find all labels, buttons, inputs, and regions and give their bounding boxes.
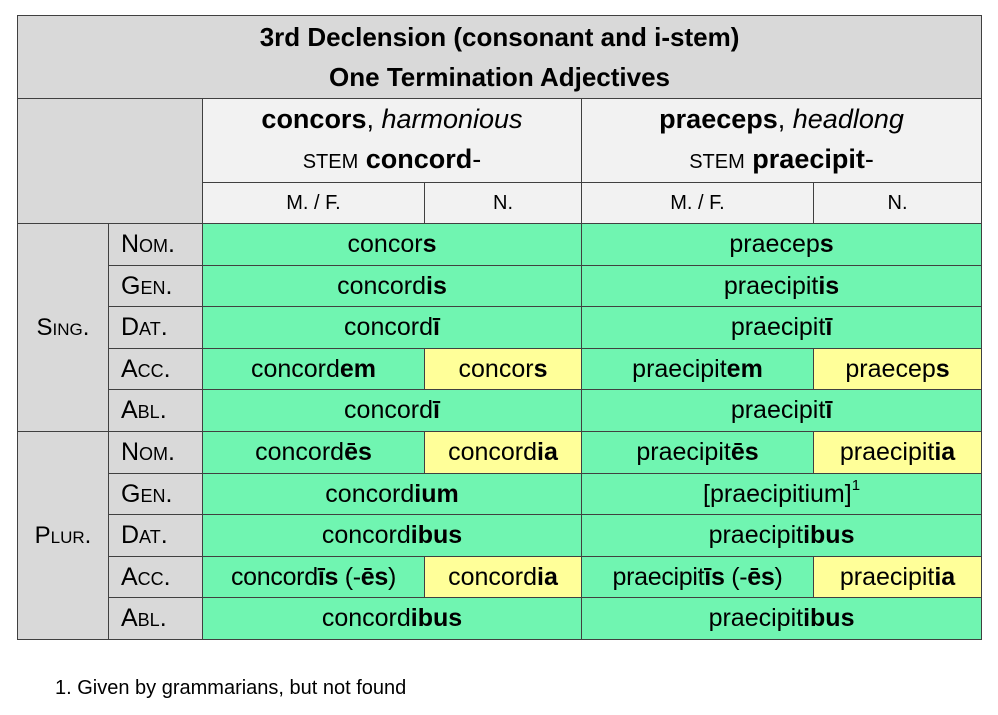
form-cell-neuter: praecipitia — [812, 431, 983, 474]
stem-label: stem — [689, 151, 745, 173]
case-label-nominative: Nom. — [108, 223, 203, 266]
form-cell-neuter: concordia — [424, 431, 582, 474]
case-label-accusative: Acc. — [108, 348, 203, 390]
case-label-genitive: Gen. — [108, 265, 203, 307]
word-header-concors: concors, harmonious stem concord- — [202, 98, 582, 183]
gender-header-mf: m. / f. — [202, 182, 425, 224]
form-cell-neuter: concors — [424, 348, 582, 390]
form-cell: [praecipitium]1 — [580, 473, 983, 515]
form-cell: concordī — [202, 389, 582, 432]
form-cell: concordem — [202, 348, 425, 390]
title-line-1: 3rd Declension (consonant and i-stem) — [259, 22, 740, 52]
gloss: harmonious — [381, 104, 523, 134]
case-label-nominative: Nom. — [108, 431, 203, 474]
case-label-dative: Dat. — [108, 306, 203, 349]
form-cell-neuter: concordia — [424, 556, 582, 598]
title-line-2: One Termination Adjectives — [329, 62, 671, 92]
form-cell: concordium — [202, 473, 582, 515]
lemma: concors — [261, 104, 367, 134]
form-cell: concordēs — [202, 431, 425, 474]
form-cell: concordis — [202, 265, 582, 307]
corner-cell — [17, 98, 203, 224]
case-label-ablative: Abl. — [108, 597, 203, 640]
form-cell-neuter: praeceps — [812, 348, 983, 390]
form-cell: praecipitī — [580, 306, 983, 349]
number-label-plural: Plur. — [17, 431, 109, 640]
stem: praecipit — [752, 144, 865, 174]
table-title: 3rd Declension (consonant and i-stem) On… — [16, 15, 983, 99]
declension-table: 3rd Declension (consonant and i-stem) On… — [16, 15, 983, 640]
footnote-marker: 1 — [851, 476, 861, 494]
form-cell: praecipitis — [580, 265, 983, 307]
case-label-accusative: Acc. — [108, 556, 203, 598]
lemma: praeceps — [659, 104, 778, 134]
case-label-genitive: Gen. — [108, 473, 203, 515]
form-cell: praecipitēs — [581, 431, 814, 474]
gender-header-mf: m. / f. — [581, 182, 814, 224]
form-cell: praecipitibus — [580, 597, 983, 640]
form-cell: praecipitem — [581, 348, 814, 390]
form-cell-neuter: praecipitia — [812, 556, 983, 598]
form-cell: praecipitī — [580, 389, 983, 432]
case-label-ablative: Abl. — [108, 389, 203, 432]
stem: concord — [365, 144, 473, 174]
gender-header-n: n. — [424, 182, 582, 224]
gloss: headlong — [792, 104, 904, 134]
case-label-dative: Dat. — [108, 514, 203, 557]
number-label-singular: Sing. — [17, 223, 109, 432]
footnote: 1. Given by grammarians, but not found — [55, 677, 407, 699]
form-cell: concordī — [202, 306, 582, 349]
form-cell: praeceps — [580, 223, 983, 266]
form-cell: concordibus — [202, 514, 582, 557]
form-cell: praecipitibus — [580, 514, 983, 557]
form-cell: concors — [202, 223, 582, 266]
form-cell: praecipitīs (-ēs) — [581, 556, 814, 598]
form-cell: concordīs (-ēs) — [202, 556, 425, 598]
form-cell: concordibus — [202, 597, 582, 640]
stem-label: stem — [302, 151, 359, 173]
word-header-praeceps: praeceps, headlong stem praecipit- — [580, 98, 983, 183]
gender-header-n: n. — [812, 182, 983, 224]
